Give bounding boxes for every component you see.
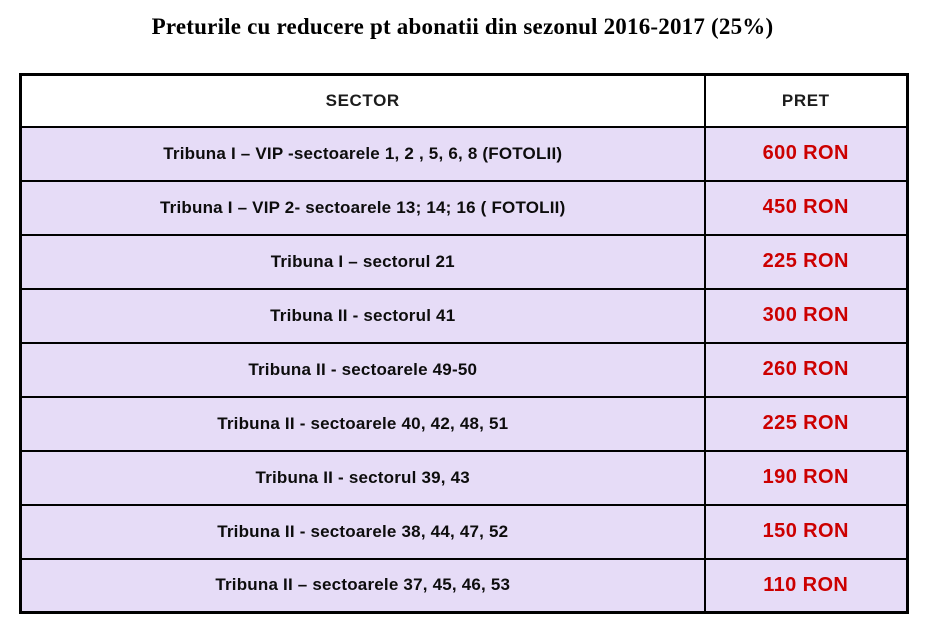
sector-cell: Tribuna II - sectorul 41 — [19, 287, 706, 344]
sector-cell: Tribuna II - sectoarele 49-50 — [19, 341, 706, 398]
table-row: Tribuna II – sectoarele 37, 45, 46, 53 1… — [19, 557, 909, 614]
pret-cell: 110 RON — [703, 557, 909, 614]
pret-cell: 190 RON — [703, 449, 909, 506]
table-row: Tribuna II - sectoarele 49-50 260 RON — [19, 341, 909, 398]
price-table-header: SECTOR PRET — [19, 73, 909, 128]
pret-cell: 260 RON — [703, 341, 909, 398]
header-row: SECTOR PRET — [19, 73, 909, 128]
sector-cell: Tribuna II - sectorul 39, 43 — [19, 449, 706, 506]
price-table: SECTOR PRET Tribuna I – VIP -sectoarele … — [19, 73, 909, 614]
page-title: Preturile cu reducere pt abonatii din se… — [151, 14, 774, 39]
sector-cell: Tribuna II - sectoarele 38, 44, 47, 52 — [19, 503, 706, 560]
sector-cell: Tribuna II - sectoarele 40, 42, 48, 51 — [19, 395, 706, 452]
table-row: Tribuna I – sectorul 21 225 RON — [19, 233, 909, 290]
price-table-body: Tribuna I – VIP -sectoarele 1, 2 , 5, 6,… — [19, 125, 909, 614]
table-row: Tribuna II - sectorul 39, 43 190 RON — [19, 449, 909, 506]
pret-cell: 600 RON — [703, 125, 909, 182]
pret-cell: 150 RON — [703, 503, 909, 560]
sector-cell: Tribuna I – VIP -sectoarele 1, 2 , 5, 6,… — [19, 125, 706, 182]
table-row: Tribuna I – VIP -sectoarele 1, 2 , 5, 6,… — [19, 125, 909, 182]
pret-cell: 450 RON — [703, 179, 909, 236]
sector-cell: Tribuna I – VIP 2- sectoarele 13; 14; 16… — [19, 179, 706, 236]
table-row: Tribuna I – VIP 2- sectoarele 13; 14; 16… — [19, 179, 909, 236]
pret-cell: 225 RON — [703, 395, 909, 452]
pret-cell: 225 RON — [703, 233, 909, 290]
sector-cell: Tribuna I – sectorul 21 — [19, 233, 706, 290]
column-header-pret: PRET — [703, 73, 909, 128]
sector-cell: Tribuna II – sectoarele 37, 45, 46, 53 — [19, 557, 706, 614]
column-header-sector: SECTOR — [19, 73, 706, 128]
pret-cell: 300 RON — [703, 287, 909, 344]
table-row: Tribuna II - sectorul 41 300 RON — [19, 287, 909, 344]
table-row: Tribuna II - sectoarele 40, 42, 48, 51 2… — [19, 395, 909, 452]
table-row: Tribuna II - sectoarele 38, 44, 47, 52 1… — [19, 503, 909, 560]
